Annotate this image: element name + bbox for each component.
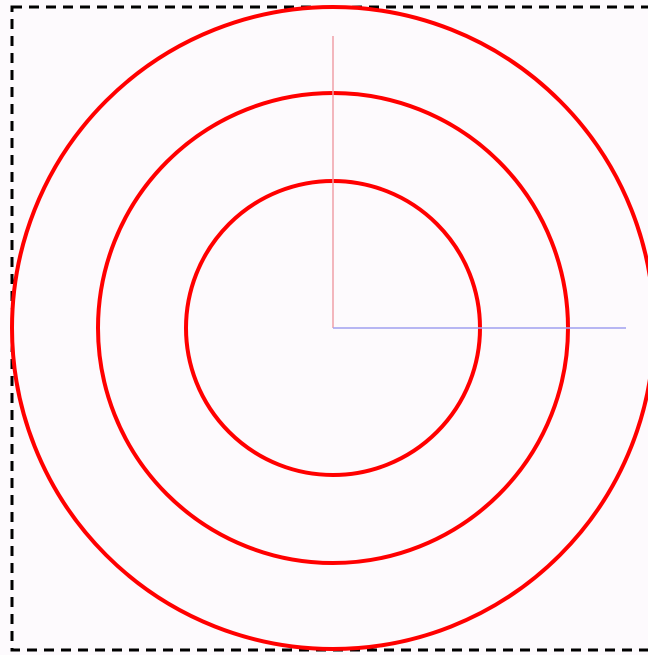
outer-circle[interactable] <box>10 5 648 651</box>
